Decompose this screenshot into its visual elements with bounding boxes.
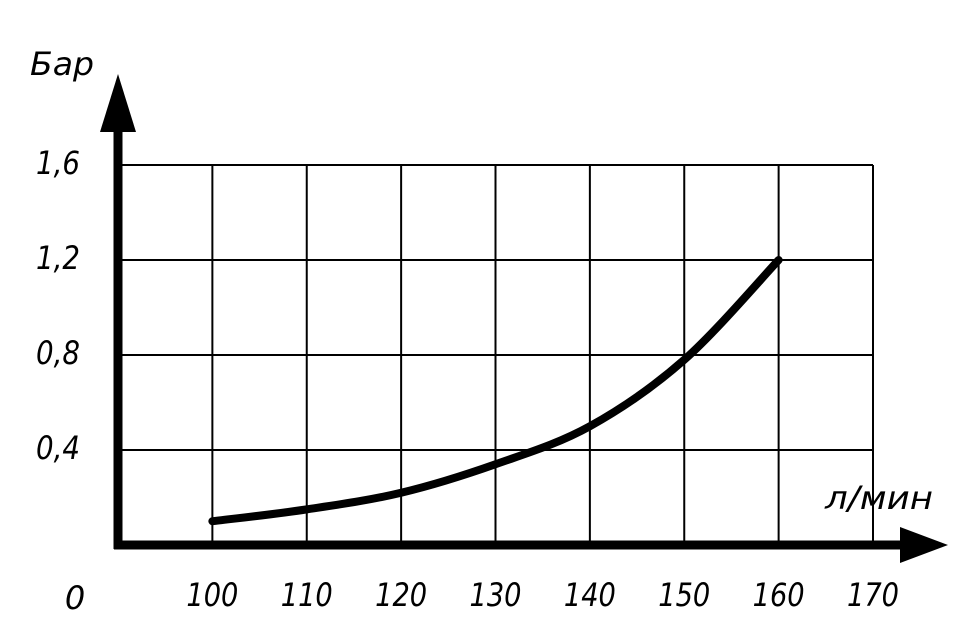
x-tick-label: 140 [564,576,616,614]
x-axis-arrow [900,527,948,563]
x-tick-label: 170 [847,576,899,614]
y-tick-label: 0,4 [36,429,80,467]
x-tick-label: 160 [753,576,805,614]
x-tick-label: 150 [658,576,710,614]
x-tick-label: 120 [375,576,427,614]
y-tick-label: 1,6 [36,144,80,182]
x-tick-label: 100 [186,576,238,614]
y-tick-label: 1,2 [36,239,80,277]
origin-label: 0 [65,579,85,617]
y-axis-label: Бар [30,45,94,83]
x-tick-label: 110 [281,576,333,614]
curve [208,256,783,526]
x-axis-label: л/мин [824,479,933,517]
x-tick-label: 130 [470,576,522,614]
y-tick-label: 0,8 [36,334,80,372]
y-axis-arrow [100,74,136,132]
